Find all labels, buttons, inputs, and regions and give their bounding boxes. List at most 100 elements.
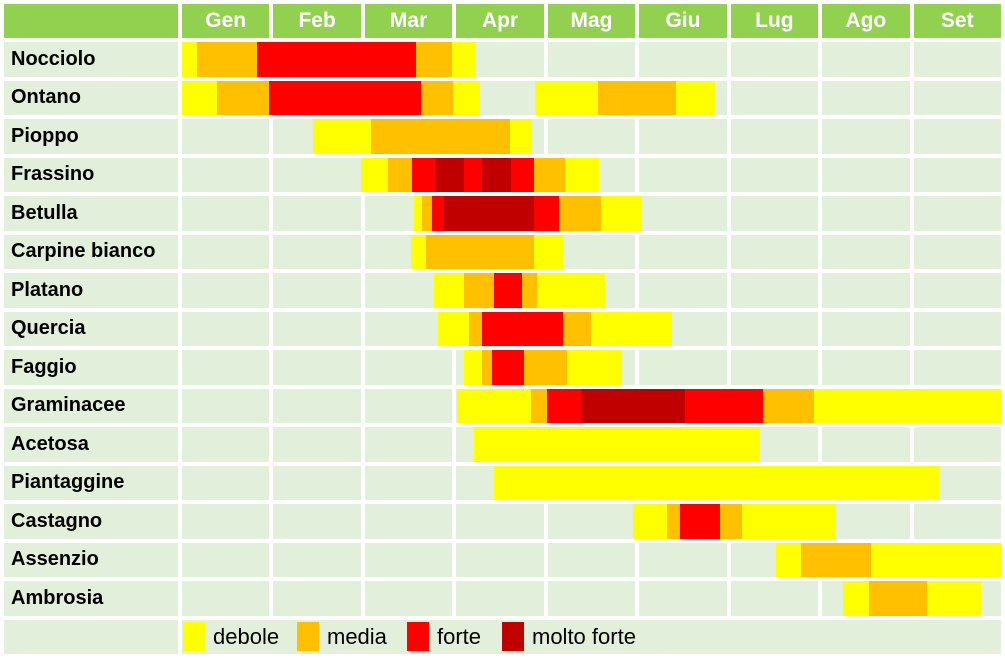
empty-month-cell <box>273 504 361 539</box>
plant-name-label: Carpine bianco <box>4 234 178 269</box>
plant-row-faggio: Faggio <box>4 350 1001 385</box>
bar-area <box>182 581 1001 616</box>
plant-row-acetosa: Acetosa <box>4 427 1001 462</box>
empty-month-cell <box>364 350 453 385</box>
month-header-mar: Mar <box>364 4 453 38</box>
empty-month-cell <box>273 196 361 231</box>
empty-month-cell <box>182 157 270 192</box>
intensity-segment-media <box>719 504 742 539</box>
intensity-segment-debole <box>182 42 197 77</box>
intensity-segment-media <box>800 542 871 577</box>
legend: debole media forte molto forte <box>182 619 1001 655</box>
intensity-segment-debole <box>453 80 481 115</box>
empty-month-cell <box>182 273 270 308</box>
month-header-set: Set <box>913 4 1001 38</box>
empty-month-cell <box>182 196 270 231</box>
empty-month-cell <box>730 311 819 346</box>
empty-month-cell <box>730 581 819 616</box>
intensity-segment-debole <box>633 504 668 539</box>
empty-month-cell <box>182 388 270 423</box>
empty-month-cell <box>913 80 1001 115</box>
legend-label: media <box>327 623 387 649</box>
empty-month-cell <box>913 504 1001 539</box>
empty-month-cell <box>456 542 544 577</box>
intensity-segment-media <box>196 42 257 77</box>
empty-month-cell <box>182 119 270 154</box>
empty-month-cell <box>730 80 819 115</box>
intensity-segment-debole <box>535 80 598 115</box>
empty-month-cell <box>547 581 636 616</box>
intensity-segment-debole <box>456 388 531 423</box>
plant-name-label: Graminacee <box>4 388 178 423</box>
empty-month-cell <box>273 542 361 577</box>
empty-month-cell <box>822 504 910 539</box>
empty-month-cell <box>364 504 453 539</box>
month-grid-background <box>182 234 1001 269</box>
intensity-segment-media <box>522 273 537 308</box>
month-header-lug: Lug <box>730 4 819 38</box>
month-header-mag: Mag <box>547 4 636 38</box>
intensity-segment-forte <box>256 42 416 77</box>
intensity-segment-molto_forte <box>482 157 511 192</box>
empty-month-cell <box>730 119 819 154</box>
intensity-segment-forte <box>492 350 525 385</box>
month-header-giu: Giu <box>639 4 727 38</box>
empty-month-cell <box>639 234 727 269</box>
bar-area <box>182 542 1001 577</box>
intensity-segment-media <box>387 157 413 192</box>
month-header-apr: Apr <box>456 4 544 38</box>
intensity-segment-forte <box>432 196 445 231</box>
bar-area <box>182 234 1001 269</box>
intensity-segment-debole <box>534 234 564 269</box>
bar-area <box>182 427 1001 462</box>
legend-item-molto-forte: molto forte <box>502 620 636 655</box>
empty-month-cell <box>364 542 453 577</box>
intensity-segment-molto_forte <box>444 196 535 231</box>
month-header-row: Gen Feb Mar Apr Mag Giu Lug Ago Set <box>182 4 1001 38</box>
empty-month-cell <box>639 273 727 308</box>
intensity-segment-debole <box>361 157 388 192</box>
plant-row-carpine-bianco: Carpine bianco <box>4 234 1001 269</box>
bar-area <box>182 119 1001 154</box>
empty-month-cell <box>822 119 910 154</box>
legend-item-debole: debole <box>183 620 279 655</box>
empty-month-cell <box>639 42 727 77</box>
empty-month-cell <box>822 196 910 231</box>
legend-label: molto forte <box>532 623 636 649</box>
intensity-segment-debole <box>494 465 941 500</box>
empty-month-cell <box>913 196 1001 231</box>
empty-month-cell <box>273 234 361 269</box>
empty-month-cell <box>639 196 727 231</box>
plant-name-label: Nocciolo <box>4 42 178 77</box>
empty-month-cell <box>182 465 270 500</box>
empty-month-cell <box>273 273 361 308</box>
intensity-segment-forte <box>510 157 535 192</box>
bar-area <box>182 311 1001 346</box>
empty-month-cell <box>822 234 910 269</box>
legend-item-media: media <box>297 620 387 655</box>
header-row: Gen Feb Mar Apr Mag Giu Lug Ago Set <box>4 4 1001 38</box>
intensity-segment-debole <box>474 427 760 462</box>
empty-month-cell <box>913 350 1001 385</box>
intensity-segment-forte <box>269 80 422 115</box>
legend-swatch-media <box>297 622 319 652</box>
empty-month-cell <box>822 157 910 192</box>
empty-month-cell <box>730 157 819 192</box>
intensity-segment-media <box>464 273 495 308</box>
empty-month-cell <box>273 427 361 462</box>
intensity-segment-forte <box>412 157 436 192</box>
plant-row-platano: Platano <box>4 273 1001 308</box>
intensity-segment-forte <box>482 311 564 346</box>
bar-area <box>182 196 1001 231</box>
empty-month-cell <box>730 234 819 269</box>
empty-month-cell <box>913 273 1001 308</box>
intensity-segment-forte <box>546 388 581 423</box>
legend-swatch-forte <box>407 622 429 652</box>
intensity-segment-debole <box>776 542 801 577</box>
intensity-segment-media <box>597 80 677 115</box>
intensity-segment-debole <box>452 42 476 77</box>
intensity-segment-media <box>558 196 601 231</box>
intensity-segment-media <box>563 311 592 346</box>
legend-label: forte <box>437 623 482 649</box>
